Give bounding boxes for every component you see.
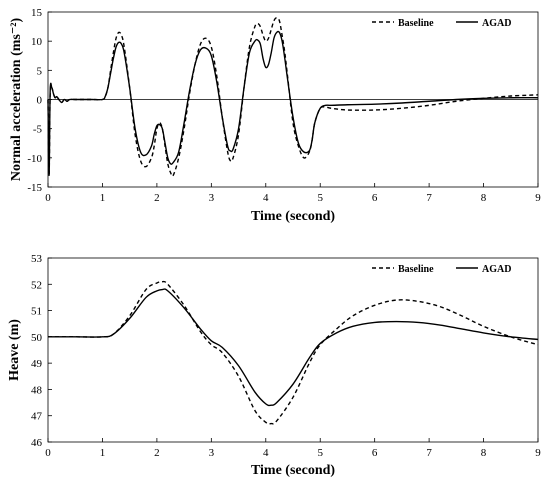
y-tick-label: 0 <box>37 95 43 107</box>
y-tick-label: 53 <box>31 253 43 265</box>
acceleration-chart: 0 1 2 3 4 5 6 7 8 9 -15 -10 -5 0 5 10 15 Time (second) Nor… <box>9 7 541 224</box>
x-tick-label: 7 <box>426 192 432 204</box>
series-line-agad <box>47 30 539 177</box>
x-tick-label: 3 <box>209 192 215 204</box>
y-tick-label: 46 <box>31 437 43 449</box>
plot-frame <box>47 257 539 443</box>
heave-chart: 0 1 2 3 4 5 6 7 8 9 46 47 48 49 50 51 52 53 Time (second) H… <box>7 253 541 478</box>
x-tick-label: 8 <box>481 447 487 459</box>
x-axis-label: Time (second) <box>251 209 335 224</box>
series-line-agad <box>48 288 539 407</box>
x-tick-label: 9 <box>535 447 541 459</box>
y-tick-label: 47 <box>31 411 43 423</box>
x-tick-label: 0 <box>45 447 51 459</box>
x-axis-label: Time (second) <box>251 463 335 478</box>
x-tick-label: 2 <box>154 192 160 204</box>
x-tick-label: 4 <box>263 192 269 204</box>
series-line-baseline <box>48 280 539 425</box>
y-tick-label: 51 <box>31 306 42 318</box>
y-tick-label: -10 <box>27 153 42 165</box>
y-tick-label: 52 <box>31 279 42 291</box>
x-tick-label: 5 <box>317 192 323 204</box>
y-tick-label: -5 <box>33 124 43 136</box>
x-tick-label: 1 <box>100 192 106 204</box>
x-tick-label: 6 <box>372 447 378 459</box>
y-tick-label: -15 <box>27 182 42 194</box>
y-axis-label: Normal acceleration (ms⁻²) <box>9 18 24 182</box>
y-tick-label: 48 <box>31 384 43 396</box>
x-tick-label: 8 <box>481 192 487 204</box>
y-axis-label: Heave (m) <box>7 319 22 381</box>
y-tick-label: 15 <box>31 7 43 19</box>
x-tick-label: 5 <box>317 447 323 459</box>
y-tick-label: 50 <box>31 332 43 344</box>
x-tick-label: 7 <box>426 447 432 459</box>
x-tick-label: 9 <box>535 192 541 204</box>
y-tick-label: 49 <box>31 358 43 370</box>
x-tick-label: 2 <box>154 447 160 459</box>
y-tick-label: 10 <box>31 36 43 48</box>
x-tick-label: 1 <box>100 447 106 459</box>
x-tick-label: 4 <box>263 447 269 459</box>
legend-label-baseline: Baseline <box>398 18 434 29</box>
legend-label-agad: AGAD <box>482 18 511 29</box>
x-tick-label: 0 <box>45 192 51 204</box>
y-tick-label: 5 <box>37 65 43 77</box>
x-tick-label: 3 <box>209 447 215 459</box>
legend-label-baseline: Baseline <box>398 264 434 275</box>
x-tick-label: 6 <box>372 192 378 204</box>
legend-label-agad: AGAD <box>482 264 511 275</box>
series-line-baseline <box>47 17 539 177</box>
